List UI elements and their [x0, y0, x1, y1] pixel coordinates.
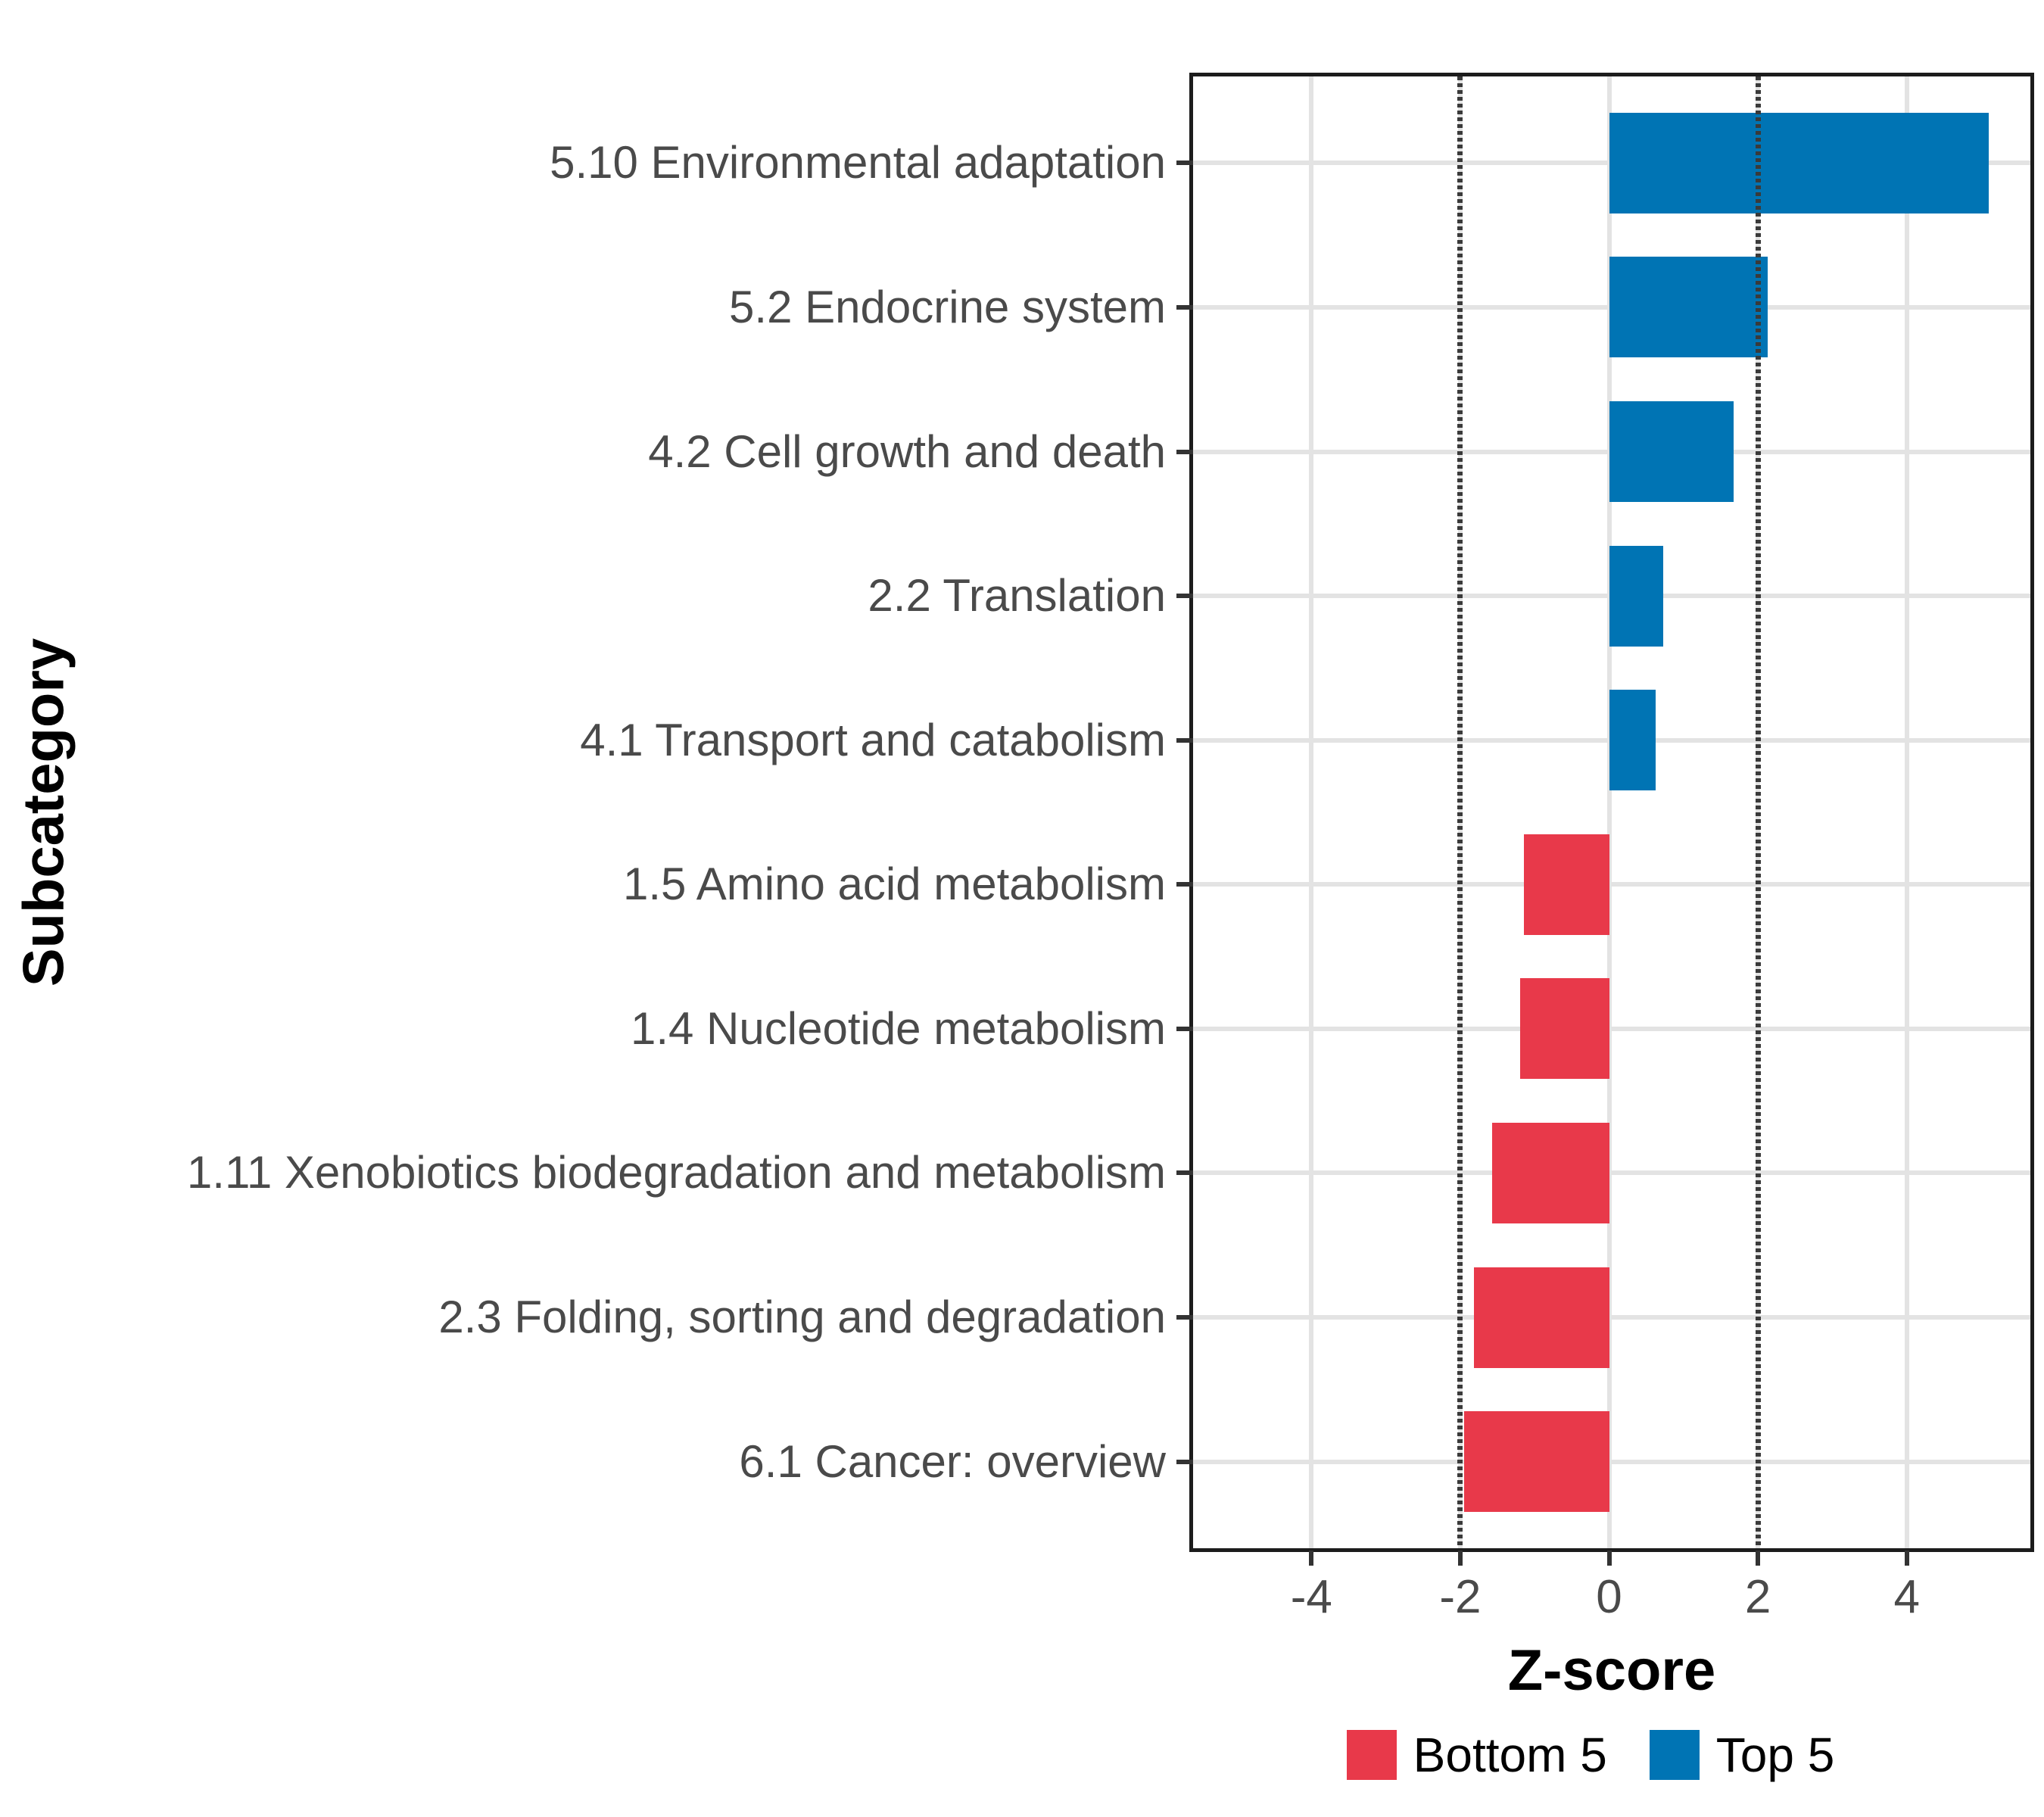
h-gridline — [1193, 1026, 2030, 1031]
legend-label: Bottom 5 — [1413, 1728, 1607, 1782]
y-tick — [1176, 737, 1193, 743]
bar — [1519, 978, 1609, 1080]
x-tick — [1457, 1551, 1463, 1566]
legend-label: Top 5 — [1715, 1728, 1835, 1782]
y-axis-label: 4.1 Transport and catabolism — [580, 714, 1166, 765]
v-gridline — [1606, 76, 1612, 1548]
v-gridline — [1904, 76, 1909, 1548]
bar — [1609, 545, 1664, 647]
y-axis-label: 2.2 Translation — [868, 570, 1166, 622]
bar — [1524, 834, 1609, 935]
y-axis-label: 1.11 Xenobiotics biodegradation and meta… — [186, 1147, 1166, 1198]
x-axis-tick-label: 4 — [1893, 1571, 1921, 1623]
x-axis-tick-label: 0 — [1596, 1571, 1622, 1623]
y-tick — [1176, 449, 1193, 454]
x-axis-tick-label: -2 — [1439, 1571, 1482, 1623]
bar — [1609, 257, 1768, 358]
x-axis-title: Z-score — [1507, 1638, 1716, 1703]
reference-line — [1755, 76, 1761, 1548]
y-axis-label: 5.10 Environmental adaptation — [550, 137, 1166, 189]
x-axis-tick-label: -4 — [1290, 1571, 1332, 1623]
y-axis-label: 6.1 Cancer: overview — [739, 1435, 1166, 1487]
v-gridline — [1309, 76, 1314, 1548]
h-gridline — [1193, 882, 2030, 887]
h-gridline — [1193, 1315, 2030, 1320]
legend: Bottom 5 Top 5 — [1117, 1725, 2044, 1785]
y-axis-label: 5.2 Endocrine system — [729, 281, 1166, 332]
bar — [1609, 690, 1656, 791]
reference-line — [1457, 76, 1463, 1548]
y-tick — [1176, 882, 1193, 887]
y-tick — [1176, 304, 1193, 310]
y-tick — [1176, 161, 1193, 166]
y-axis-label: 2.3 Folding, sorting and degradation — [438, 1292, 1166, 1343]
legend-key — [1649, 1730, 1700, 1780]
y-axis-label: 4.2 Cell growth and death — [648, 425, 1166, 477]
y-tick — [1176, 1170, 1193, 1176]
h-gridline — [1193, 1170, 2030, 1176]
x-axis-tick-label: 2 — [1744, 1571, 1771, 1623]
y-axis-label: 1.5 Amino acid metabolism — [622, 859, 1166, 910]
legend-key — [1346, 1730, 1397, 1780]
y-tick — [1176, 1459, 1193, 1464]
y-tick — [1176, 1026, 1193, 1031]
x-tick — [1904, 1551, 1909, 1566]
bar — [1463, 1411, 1609, 1513]
y-tick — [1176, 594, 1193, 599]
x-tick — [1309, 1551, 1314, 1566]
h-gridline — [1193, 1459, 2030, 1464]
bar — [1473, 1267, 1609, 1368]
y-axis-label: 1.4 Nucleotide metabolism — [630, 1002, 1166, 1054]
x-tick — [1756, 1551, 1761, 1566]
bar — [1492, 1122, 1609, 1223]
x-tick — [1606, 1551, 1612, 1566]
bar — [1609, 112, 1989, 213]
y-tick — [1176, 1315, 1193, 1320]
bar — [1609, 401, 1734, 503]
y-axis-title: Subcategory — [11, 637, 76, 987]
